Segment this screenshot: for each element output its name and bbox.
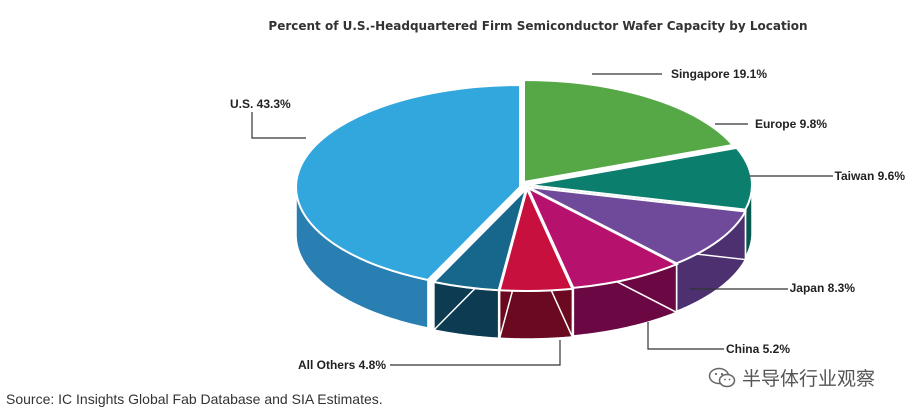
chart-title: Percent of U.S.-Headquartered Firm Semic… bbox=[268, 19, 807, 33]
slice-label-0: U.S. 43.3% bbox=[230, 97, 291, 111]
pie-slice-5 bbox=[498, 186, 574, 292]
watermark-text: 半导体行业观察 bbox=[742, 368, 876, 390]
pie-slice-1 bbox=[523, 78, 735, 184]
label-group: U.S. 43.3% Singapore 19.1% Europe 9.8% Taiw… bbox=[230, 67, 905, 372]
pie-slice-0 bbox=[295, 83, 521, 282]
source-note: Source: IC Insights Global Fab Database … bbox=[6, 391, 383, 407]
leader-line-0 bbox=[251, 112, 306, 139]
pie-slice-4 bbox=[525, 185, 679, 289]
pie-slice-2 bbox=[527, 146, 753, 211]
slice-label-3: Taiwan 9.6% bbox=[835, 169, 906, 183]
leader-line-5 bbox=[647, 322, 724, 350]
slice-label-2: Europe 9.8% bbox=[755, 117, 827, 131]
watermark: 半导体行业观察 bbox=[708, 364, 875, 391]
pie-slice-6 bbox=[431, 185, 528, 292]
slice-label-1: Singapore 19.1% bbox=[671, 67, 767, 81]
slice-label-4: Japan 8.3% bbox=[790, 281, 856, 295]
wechat-icon bbox=[708, 367, 736, 387]
slice-label-6: All Others 4.8% bbox=[298, 358, 386, 372]
pie-slice-3 bbox=[527, 186, 747, 265]
leader-line-6 bbox=[390, 340, 561, 366]
slice-label-5: China 5.2% bbox=[726, 342, 790, 356]
pie-group bbox=[295, 78, 753, 340]
